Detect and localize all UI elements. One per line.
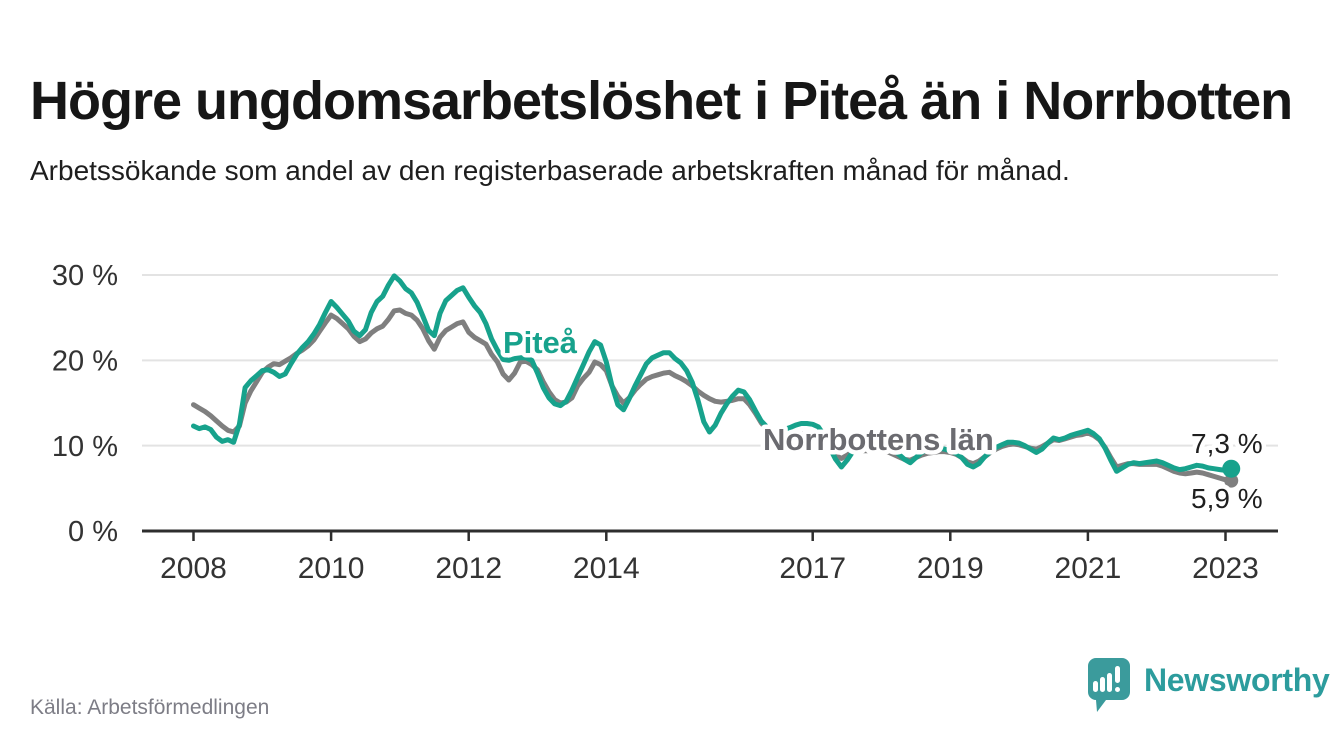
- x-axis-label-2008: 2008: [160, 552, 227, 585]
- x-axis-ticks: [192, 531, 1227, 541]
- x-axis-label-2021: 2021: [1055, 552, 1122, 585]
- page-title: Högre ungdomsarbetslöshet i Piteå än i N…: [30, 71, 1293, 132]
- newsworthy-logo-text: Newsworthy: [1144, 662, 1330, 698]
- x-axis-labels: 2008 2010 2012 2014 2017 2019 2021 2023: [160, 552, 1259, 585]
- series-line-norrbotten: [191, 307, 1234, 484]
- series-label-norrbotten: Norrbottens län: [763, 422, 994, 457]
- y-axis-label-20: 20 %: [52, 345, 118, 377]
- series-end-dot-pitea: [1222, 459, 1241, 478]
- series-line-pitea: [191, 273, 1234, 474]
- end-value-label-norrbotten: 5,9 %: [1191, 483, 1263, 514]
- x-axis-label-2014: 2014: [573, 552, 640, 585]
- x-axis-label-2010: 2010: [298, 552, 365, 585]
- x-axis-label-2023: 2023: [1192, 552, 1259, 585]
- y-axis-label-30: 30 %: [52, 260, 118, 292]
- newsworthy-logo: Newsworthy: [1084, 656, 1330, 714]
- series-end-dot-norrbotten: [1224, 473, 1239, 488]
- chart-subtitle: Arbetssökande som andel av den registerb…: [30, 155, 1070, 186]
- newsworthy-logo-icon: [1088, 658, 1130, 712]
- x-axis-label-2019: 2019: [917, 552, 984, 585]
- source-attribution: Källa: Arbetsförmedlingen: [30, 696, 270, 719]
- y-axis-label-0: 0 %: [68, 516, 118, 548]
- end-value-label-pitea: 7,3 %: [1191, 428, 1263, 459]
- bar-chart-glyph: [1093, 666, 1120, 692]
- x-axis-label-2012: 2012: [435, 552, 502, 585]
- series-label-pitea: Piteå: [503, 325, 578, 360]
- y-axis-label-10: 10 %: [52, 431, 118, 463]
- x-axis-label-2017: 2017: [779, 552, 846, 585]
- gridlines: [142, 274, 1278, 447]
- y-axis-labels: 0 % 10 % 20 % 30 %: [52, 260, 118, 548]
